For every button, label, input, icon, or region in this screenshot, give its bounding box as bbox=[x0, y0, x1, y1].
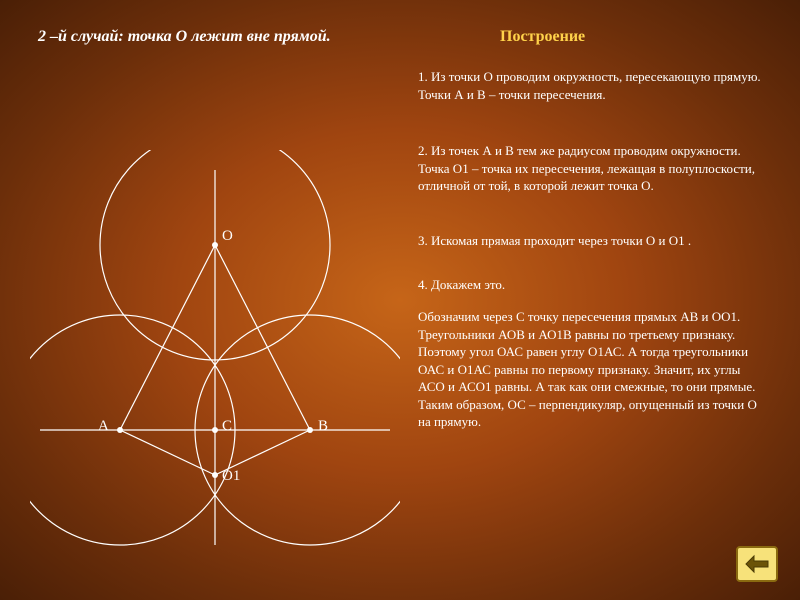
point-C-dot bbox=[212, 427, 218, 433]
step-1: 1. Из точки О проводим окружность, перес… bbox=[418, 68, 768, 103]
arrow-left-icon bbox=[744, 553, 770, 575]
construction-title: Построение bbox=[500, 28, 585, 46]
point-A-dot bbox=[117, 427, 123, 433]
label-O1: O1 bbox=[222, 468, 240, 485]
label-C: C bbox=[222, 418, 232, 435]
point-B-dot bbox=[307, 427, 313, 433]
geometry-diagram: O O1 A B C bbox=[30, 150, 400, 550]
point-O-dot bbox=[212, 242, 218, 248]
step-2: 2. Из точек А и В тем же радиусом провод… bbox=[418, 142, 768, 195]
point-O1-dot bbox=[212, 472, 218, 478]
diagram-svg bbox=[30, 150, 400, 550]
step-4: 4. Докажем это. bbox=[418, 276, 768, 294]
back-button[interactable] bbox=[736, 546, 778, 582]
step-3: 3. Искомая прямая проходит через точки О… bbox=[418, 232, 768, 250]
label-B: B bbox=[318, 418, 328, 435]
label-A: A bbox=[98, 418, 109, 435]
case-title: 2 –й случай: точка О лежит вне прямой. bbox=[38, 28, 331, 46]
proof-text: Обозначим через С точку пересечения прям… bbox=[418, 308, 768, 431]
label-O: O bbox=[222, 228, 233, 245]
